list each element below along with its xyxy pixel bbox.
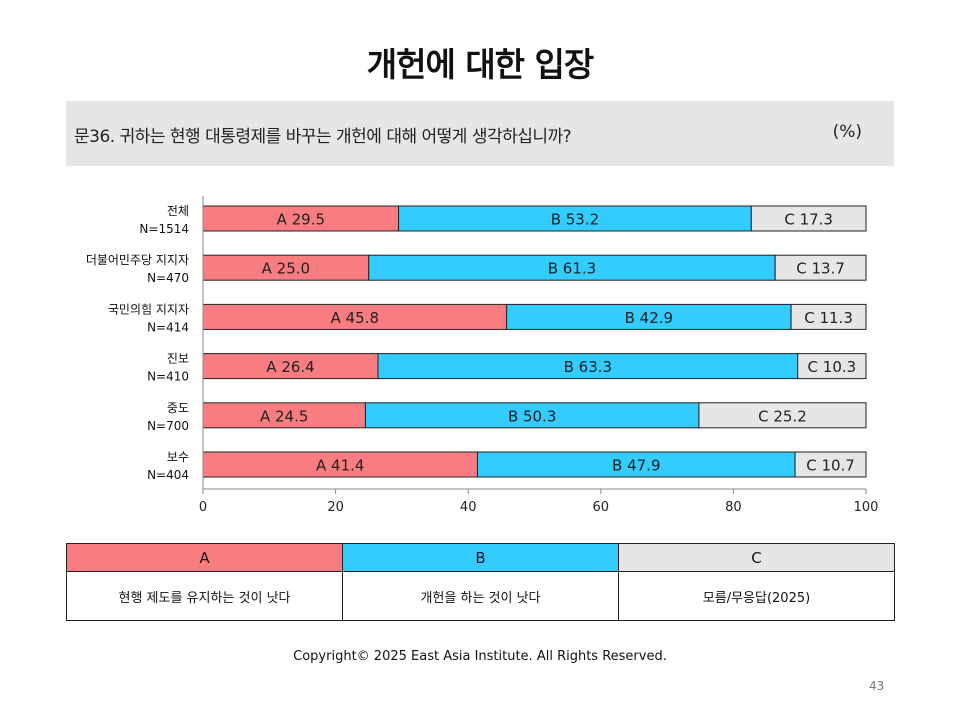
- x-tick-label: 100: [854, 500, 879, 515]
- bar-segment-a: [202, 451, 478, 478]
- legend-header-b: B: [342, 543, 619, 572]
- data-label: C 11.3: [804, 309, 853, 327]
- bar-segment-c: [774, 254, 867, 281]
- category-n-label: N=404: [147, 468, 189, 482]
- data-label: A 41.4: [316, 457, 364, 475]
- category-label: 더불어민주당 지지자: [86, 253, 189, 267]
- data-label: B 47.9: [612, 457, 660, 475]
- legend-desc-b: 개헌을 하는 것이 낫다: [342, 571, 619, 621]
- category-label: 진보: [167, 352, 189, 366]
- category-label: 중도: [167, 401, 189, 415]
- x-tick-label: 20: [327, 500, 344, 515]
- data-label: C 25.2: [758, 407, 807, 425]
- category-label: 보수: [167, 450, 189, 464]
- legend-desc-c: 모름/무응답(2025): [618, 571, 895, 621]
- category-n-label: N=410: [147, 370, 189, 384]
- data-label: A 25.0: [262, 260, 310, 278]
- legend-header-c: C: [618, 543, 895, 572]
- bar-segment-c: [797, 353, 867, 380]
- bar-segment-b: [364, 402, 700, 429]
- data-label: B 42.9: [625, 309, 673, 327]
- legend-table: A B C 현행 제도를 유지하는 것이 낫다 개헌을 하는 것이 낫다 모름/…: [66, 543, 895, 621]
- bar-segment-b: [476, 451, 796, 478]
- data-label: B 61.3: [548, 260, 596, 278]
- bar-segment-b: [398, 205, 752, 232]
- x-tick-label: 80: [725, 500, 742, 515]
- category-n-label: N=470: [147, 271, 189, 285]
- copyright-footer: Copyright© 2025 East Asia Institute. All…: [293, 649, 667, 664]
- data-label: C 10.7: [806, 457, 855, 475]
- data-label: B 50.3: [508, 407, 556, 425]
- unit-label: (%): [832, 122, 862, 142]
- page-number: 43: [869, 679, 885, 693]
- data-label: C 17.3: [784, 211, 833, 229]
- category-label: 전체: [167, 204, 189, 218]
- bar-segment-c: [750, 205, 867, 232]
- data-label: A 26.4: [266, 358, 314, 376]
- bar-segment-a: [202, 353, 379, 380]
- bar-segment-b: [506, 303, 792, 330]
- bar-segment-c: [698, 402, 867, 429]
- stacked-bar-chart: 전체 N=1514 A 29.5 B 53.2 C 17.3 더불어민주당 지지자 N=47…: [86, 196, 879, 515]
- category-n-label: N=700: [147, 419, 189, 433]
- bar-segment-c: [794, 451, 867, 478]
- data-label: A 45.8: [331, 309, 379, 327]
- data-label: C 13.7: [796, 260, 845, 278]
- question-text: 문36. 귀하는 현행 대통령제를 바꾸는 개헌에 대해 어떻게 생각하십니까?: [74, 127, 572, 147]
- category-n-label: N=1514: [139, 222, 189, 236]
- x-tick-label: 60: [593, 500, 610, 515]
- bar-segment-c: [790, 303, 867, 330]
- legend-header-a: A: [66, 543, 343, 572]
- question-box: 문36. 귀하는 현행 대통령제를 바꾸는 개헌에 대해 어떻게 생각하십니까?…: [66, 101, 894, 166]
- x-tick-label: 0: [199, 500, 207, 515]
- bar-segment-a: [202, 254, 370, 281]
- data-label: B 53.2: [551, 211, 599, 229]
- x-tick-label: 40: [460, 500, 477, 515]
- page-title: 개헌에 대한 입장: [366, 45, 595, 84]
- data-label: A 24.5: [260, 407, 308, 425]
- legend-desc-a: 현행 제도를 유지하는 것이 낫다: [66, 571, 343, 621]
- category-label: 국민의힘 지지자: [108, 302, 189, 316]
- data-label: A 29.5: [277, 211, 325, 229]
- category-n-label: N=414: [147, 320, 189, 334]
- data-label: B 63.3: [564, 358, 612, 376]
- data-label: C 10.3: [808, 358, 857, 376]
